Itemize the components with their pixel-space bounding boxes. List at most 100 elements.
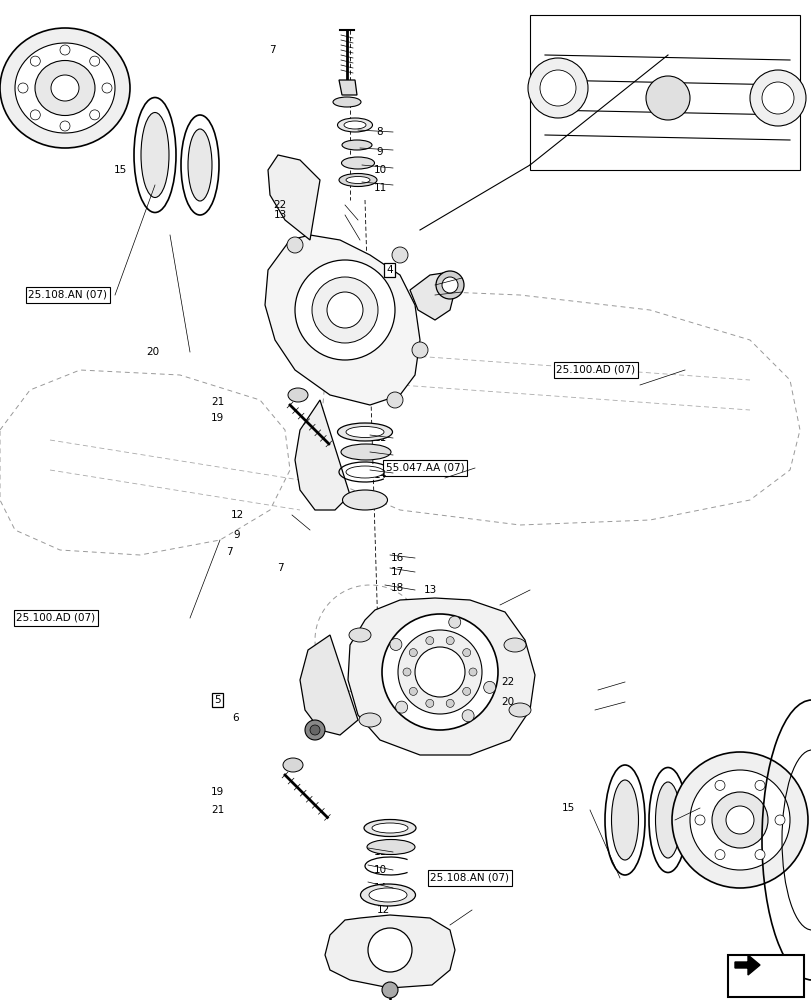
Text: 9: 9 [376,147,383,157]
Ellipse shape [446,637,453,645]
Circle shape [381,982,397,998]
Ellipse shape [371,823,407,833]
Circle shape [294,260,394,360]
Circle shape [395,701,407,713]
Text: 3: 3 [359,287,366,297]
Ellipse shape [363,819,415,836]
Text: 11: 11 [373,433,386,443]
Circle shape [411,342,427,358]
Text: 12: 12 [230,510,243,520]
Circle shape [694,815,704,825]
Polygon shape [294,400,350,510]
Ellipse shape [341,444,391,460]
Ellipse shape [604,765,644,875]
Ellipse shape [35,61,95,116]
Text: 18: 18 [391,583,404,593]
Ellipse shape [51,75,79,101]
Text: 13: 13 [423,585,436,595]
Circle shape [310,725,320,735]
Text: 13: 13 [273,210,286,220]
Bar [727,955,803,997]
Circle shape [483,681,495,693]
Circle shape [448,616,460,628]
Ellipse shape [508,703,530,717]
Circle shape [711,792,767,848]
Ellipse shape [341,157,374,169]
Ellipse shape [402,668,410,676]
Text: 25.108.AN (07): 25.108.AN (07) [430,873,508,883]
Circle shape [387,392,402,408]
Text: 8: 8 [376,127,383,137]
Circle shape [527,58,587,118]
Ellipse shape [349,628,371,642]
Circle shape [311,277,378,343]
Text: 21: 21 [211,397,224,407]
Circle shape [30,110,41,120]
Text: 14: 14 [373,470,386,480]
Ellipse shape [283,758,303,772]
Ellipse shape [462,687,470,695]
Circle shape [414,647,465,697]
Ellipse shape [425,637,433,645]
Ellipse shape [425,699,433,707]
Ellipse shape [345,466,384,478]
Ellipse shape [345,177,370,184]
Text: 16: 16 [391,553,404,563]
Text: 7: 7 [380,921,386,931]
Circle shape [714,850,724,860]
Circle shape [672,752,807,888]
Circle shape [286,237,303,253]
Circle shape [89,56,100,66]
Ellipse shape [367,839,414,854]
Ellipse shape [337,423,392,441]
Ellipse shape [368,888,406,902]
Circle shape [30,56,41,66]
Polygon shape [410,272,454,320]
Circle shape [725,806,753,834]
Text: 20: 20 [146,347,159,357]
Circle shape [102,83,112,93]
Polygon shape [268,155,320,240]
Ellipse shape [648,768,686,872]
Text: 7: 7 [225,547,232,557]
Circle shape [60,121,70,131]
Circle shape [305,720,324,740]
Circle shape [539,70,575,106]
Ellipse shape [337,118,372,132]
Circle shape [327,292,363,328]
Circle shape [714,780,724,790]
Ellipse shape [15,43,115,133]
Text: 1: 1 [539,113,545,123]
Ellipse shape [446,699,453,707]
Polygon shape [264,235,419,405]
Text: 7: 7 [277,563,283,573]
Polygon shape [324,915,454,988]
Text: 10: 10 [373,450,386,460]
Text: 7: 7 [268,45,275,55]
Text: 55.047.AA (07): 55.047.AA (07) [385,463,464,473]
Ellipse shape [360,884,415,906]
Ellipse shape [0,28,130,148]
Text: 2: 2 [374,273,380,283]
Circle shape [60,45,70,55]
Text: 10: 10 [373,865,386,875]
Ellipse shape [288,388,307,402]
Ellipse shape [462,649,470,657]
Ellipse shape [469,668,476,676]
Text: 17: 17 [391,567,404,577]
Circle shape [381,614,497,730]
Ellipse shape [654,782,680,858]
Text: 25.100.AD (07): 25.100.AD (07) [16,613,95,623]
Polygon shape [348,598,534,755]
Circle shape [461,710,474,722]
Circle shape [689,770,789,870]
Ellipse shape [188,129,212,201]
Circle shape [397,630,482,714]
Bar [530,15,799,170]
Ellipse shape [345,426,384,438]
Text: 25.108.AN (07): 25.108.AN (07) [28,290,107,300]
Ellipse shape [134,98,176,213]
Circle shape [89,110,100,120]
Circle shape [749,70,805,126]
Text: 11: 11 [373,183,386,193]
